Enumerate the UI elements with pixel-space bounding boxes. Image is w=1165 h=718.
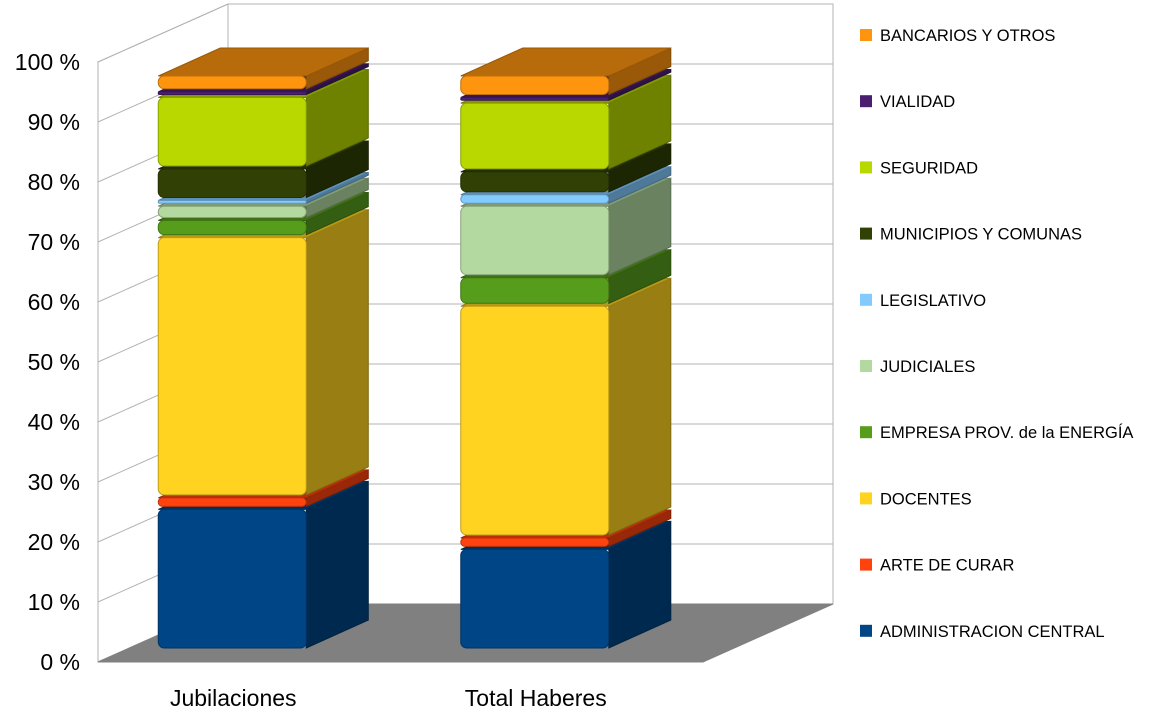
bar-side-face [305,208,369,496]
legend-label: MUNICIPIOS Y COMUNAS [880,226,1082,244]
bar-front-face [157,91,307,96]
y-tick-label: 80 % [28,169,80,195]
legend: BANCARIOS Y OTROS VIALIDAD SEGURIDAD MUNICI… [860,27,1133,641]
bar-front-face [460,102,610,170]
legend-label: ARTE DE CURAR [880,557,1015,575]
legend-swatch [860,426,872,439]
legend-item: DOCENTES [860,490,972,508]
y-tick-label: 50 % [28,349,80,375]
bar-front-face [460,205,610,276]
bar-front-face [157,75,307,90]
y-tick-label: 0 % [40,649,80,675]
legend-item: MUNICIPIOS Y COMUNAS [860,226,1082,244]
bar-front-face [157,497,307,507]
legend-item: VIALIDAD [860,93,955,111]
bar-front-face [460,305,610,536]
y-tick-label: 20 % [28,529,80,555]
legend-swatch [860,492,872,505]
bar-front-face [157,508,307,649]
y-tick-label: 60 % [28,289,80,315]
legend-swatch [860,624,872,637]
legend-item: BANCARIOS Y OTROS [860,27,1055,45]
legend-swatch [860,95,872,108]
legend-swatch [860,227,872,240]
legend-swatch [860,29,872,41]
bar-front-face [157,205,307,218]
legend-item: LEGISLATIVO [860,292,986,310]
legend-item: ADMINISTRACION CENTRAL [860,623,1105,641]
legend-label: ADMINISTRACION CENTRAL [880,623,1105,641]
bar-segment [460,277,672,536]
y-axis: 0 % 10 % 20 % 30 % 40 % 50 % 60 % 70 % 80 % 90 % 1… [15,49,80,675]
bar-front-face [460,97,610,101]
legend-label: DOCENTES [880,490,972,508]
x-axis: Jubilaciones Total Haberes [170,685,607,711]
bar-side-face [305,480,369,649]
legend-item: EMPRESA PROV. de la ENERGÍA [860,423,1133,442]
bar-front-face [460,194,610,204]
x-tick-label: Jubilaciones [170,685,297,711]
bar-segment [157,47,369,90]
x-tick-label: Total Haberes [465,685,607,711]
legend-swatch [860,360,872,372]
bar-front-face [460,277,610,304]
legend-label: JUDICIALES [880,358,975,376]
legend-label: EMPRESA PROV. de la ENERGÍA [880,423,1133,442]
bar-front-face [460,171,610,193]
legend-item: JUDICIALES [860,358,975,376]
legend-label: BANCARIOS Y OTROS [880,27,1055,45]
legend-label: SEGURIDAD [880,159,978,177]
y-tick-label: 100 % [15,49,80,75]
legend-swatch [860,558,872,571]
bar-segment [157,208,369,496]
y-tick-label: 40 % [28,409,80,435]
y-tick-label: 30 % [28,469,80,495]
bar-front-face [157,237,307,496]
bar-front-face [157,97,307,167]
legend-swatch [860,293,872,306]
bar-front-face [460,548,610,649]
legend-label: LEGISLATIVO [880,292,986,310]
legend-item: SEGURIDAD [860,159,978,177]
bar-front-face [460,537,610,547]
bar-front-face [460,75,610,96]
legend-swatch [860,161,872,174]
y-tick-label: 90 % [28,109,80,135]
bar-segment [460,47,672,96]
bars [157,47,672,649]
legend-item: ARTE DE CURAR [860,557,1015,575]
bar-front-face [157,168,307,198]
bar-front-face [157,220,307,236]
bar-side-face [608,277,672,536]
bar-front-face [157,199,307,204]
legend-label: VIALIDAD [880,93,955,111]
y-tick-label: 10 % [28,589,80,615]
y-tick-label: 70 % [28,229,80,255]
gridline [97,3,833,63]
